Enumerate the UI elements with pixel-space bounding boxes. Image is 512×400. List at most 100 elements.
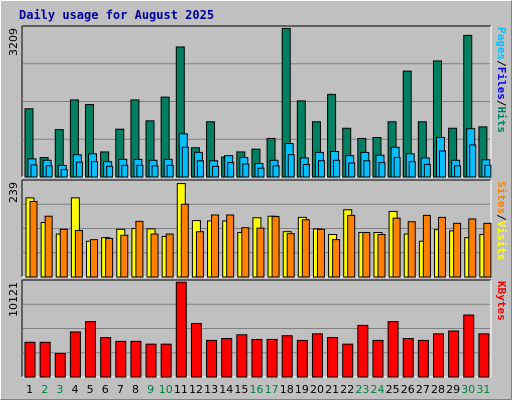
x-tick-label-day-15: 15	[234, 383, 248, 396]
x-tick-label-day-3: 3	[56, 383, 63, 396]
bar-kbytes-day-10	[160, 343, 172, 378]
bar-kbytes-day-30	[463, 314, 475, 378]
x-tick-label-day-23: 23	[355, 383, 369, 396]
bar-pages-day-20	[317, 160, 325, 178]
bar-kbytes-day-31	[478, 333, 490, 378]
x-tick-label-day-29: 29	[446, 383, 460, 396]
bar-sites-day-21	[332, 239, 341, 278]
legend-separator: /	[495, 60, 508, 67]
bar-sites-day-8	[135, 220, 144, 278]
x-tick-label-day-9: 9	[147, 383, 154, 396]
bar-sites-day-23	[362, 231, 371, 278]
x-tick-label-day-18: 18	[280, 383, 294, 396]
bar-sites-day-26	[407, 221, 416, 278]
panel-hits-max-label: 3209	[7, 28, 20, 56]
bar-sites-day-17	[271, 216, 280, 278]
bar-sites-day-5	[90, 239, 99, 278]
bar-sites-day-20	[316, 228, 325, 278]
bar-sites-day-14	[226, 214, 235, 278]
legend-files: Files	[495, 67, 508, 100]
bar-pages-day-6	[106, 165, 114, 178]
bar-pages-day-12	[196, 160, 204, 178]
bar-kbytes-day-25	[387, 321, 399, 378]
bar-sites-day-31	[483, 222, 492, 278]
x-tick-label-day-8: 8	[132, 383, 139, 396]
bar-kbytes-day-1	[24, 341, 36, 378]
bar-pages-day-3	[60, 169, 68, 178]
bar-kbytes-day-23	[357, 324, 369, 378]
bar-sites-day-4	[74, 229, 83, 278]
bar-kbytes-day-27	[417, 339, 429, 378]
bar-kbytes-day-4	[69, 331, 81, 378]
x-tick-label-day-10: 10	[159, 383, 173, 396]
bar-pages-day-25	[393, 156, 401, 178]
bar-sites-day-29	[453, 222, 462, 278]
legend-sites: Sites	[495, 181, 508, 214]
bar-pages-day-22	[348, 162, 356, 178]
bar-sites-day-1	[29, 200, 38, 278]
bar-kbytes-day-16	[251, 338, 263, 378]
bar-pages-day-1	[30, 164, 38, 178]
legend-kbytes: KBytes	[495, 281, 508, 321]
x-tick-label-day-27: 27	[416, 383, 430, 396]
bar-sites-day-28	[437, 216, 446, 278]
bar-sites-day-19	[301, 219, 310, 278]
bar-kbytes-day-15	[236, 334, 248, 378]
bar-kbytes-day-28	[432, 333, 444, 378]
x-tick-label-day-19: 19	[295, 383, 309, 396]
bar-sites-day-6	[105, 237, 114, 278]
bar-pages-day-10	[166, 164, 174, 178]
bar-pages-day-11	[181, 146, 189, 178]
x-tick-label-day-17: 17	[265, 383, 279, 396]
bar-kbytes-day-22	[342, 343, 354, 378]
x-axis: 1 2 3 4 5 6 7 8 9 10 11 12 13 14 15 16 17 18 19 20 21 22 23 24 2…	[26, 383, 490, 396]
bar-sites-day-15	[241, 227, 250, 278]
x-tick-label-day-28: 28	[431, 383, 445, 396]
bar-sites-day-22	[347, 214, 356, 278]
bar-kbytes-day-18	[281, 335, 293, 378]
bar-pages-day-21	[333, 159, 341, 178]
bar-kbytes-day-9	[145, 343, 157, 378]
panel-kbytes: 10121 KBytes	[7, 279, 508, 378]
bar-sites-day-7	[120, 234, 129, 278]
bar-pages-day-14	[227, 162, 235, 178]
panel-kbytes-legend: KBytes	[495, 281, 508, 321]
bar-kbytes-day-2	[39, 341, 51, 378]
bar-sites-day-25	[392, 217, 401, 278]
panel-hits: 3209 Pages/Files/Hits	[7, 25, 508, 178]
bar-sites-day-12	[195, 231, 204, 278]
panel-visits-legend: Sites/Visits	[495, 181, 508, 261]
legend-pages: Pages	[495, 27, 508, 60]
panel-kbytes-max-label: 10121	[7, 282, 20, 317]
bar-pages-day-4	[75, 161, 83, 178]
bar-kbytes-day-17	[266, 338, 278, 378]
bar-pages-day-31	[484, 164, 492, 178]
bar-kbytes-day-6	[100, 337, 112, 378]
x-tick-label-day-13: 13	[204, 383, 218, 396]
bar-sites-day-9	[150, 233, 159, 278]
legend-hits: Hits	[495, 107, 508, 134]
x-tick-label-day-22: 22	[340, 383, 354, 396]
bar-pages-day-18	[287, 154, 295, 178]
x-tick-label-day-5: 5	[87, 383, 94, 396]
bar-kbytes-day-12	[190, 322, 202, 378]
legend-separator: /	[495, 214, 508, 221]
bar-pages-day-19	[302, 163, 310, 178]
x-tick-label-day-30: 30	[461, 383, 475, 396]
bar-pages-day-29	[454, 165, 462, 178]
bar-sites-day-18	[286, 233, 295, 278]
bar-kbytes-day-5	[85, 321, 97, 378]
bar-pages-day-17	[272, 165, 280, 178]
x-tick-label-day-26: 26	[401, 383, 415, 396]
bar-sites-day-13	[211, 214, 220, 278]
chart-title: Daily usage for August 2025	[19, 8, 214, 22]
bar-kbytes-day-20	[311, 333, 323, 378]
bar-sites-day-2	[44, 215, 53, 278]
x-tick-label-day-4: 4	[71, 383, 78, 396]
bar-pages-day-8	[136, 164, 144, 178]
bar-pages-day-24	[378, 162, 386, 178]
x-tick-label-day-31: 31	[476, 383, 490, 396]
bar-sites-day-24	[377, 233, 386, 278]
